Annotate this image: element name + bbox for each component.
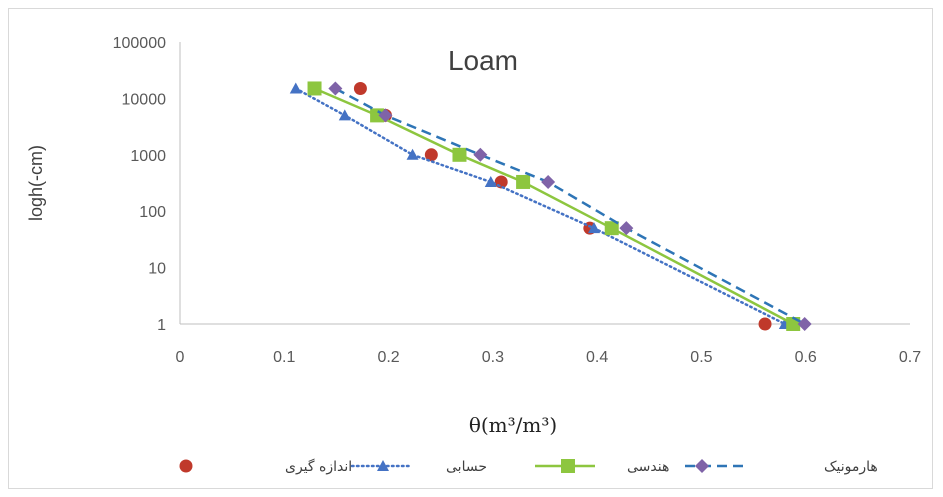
data-point [452,147,467,162]
x-tick-label: 0.7 [899,349,921,366]
series-line [294,87,787,326]
x-tick-label: 0.1 [273,349,295,366]
legend-marker [561,459,575,473]
legend-label: هندسی [627,459,669,475]
legend-marker [179,459,193,473]
legend-marker [377,460,389,471]
series-line [334,87,806,326]
data-point [328,81,343,96]
y-tick-label: 10 [148,261,166,278]
tick-labels: 0 0.1 0.2 0.3 0.4 0.5 0.6 0.7 1 10 100 1000 10000 100… [113,35,922,366]
data-point [424,148,438,162]
data-point [406,148,419,160]
data-point [353,81,367,95]
data-point [307,81,322,96]
data-point [604,221,619,236]
data-point [758,317,772,331]
data-point [541,174,556,189]
data-point [484,175,497,187]
data-point [338,109,351,121]
series-3 [328,81,812,331]
series-line [314,87,794,326]
x-tick-label: 0.6 [795,349,817,366]
y-tick-label: 100 [139,204,166,221]
y-tick-label: 1000 [130,148,166,165]
data-point [797,317,812,331]
data-point [516,174,531,189]
y-tick-label: 1 [157,317,166,334]
plot-area [289,81,812,331]
legend-label: اندازه گیری [285,458,352,475]
legend-label: حسابی [446,459,487,475]
data-point [588,222,601,234]
x-tick-label: 0.2 [377,349,399,366]
data-point [289,82,302,94]
legend-marker [695,459,709,473]
data-point [473,147,488,162]
legend-entry-1: حسابی [350,459,487,475]
data-point [619,221,634,236]
chart-border [8,8,933,489]
x-tick-label: 0.5 [690,349,712,366]
legend-entry-0: اندازه گیری [179,458,352,475]
y-tick-label: 10000 [122,91,167,108]
y-axis-label: logh(-cm) [26,145,46,221]
data-point [494,175,508,189]
y-tick-label: 100000 [113,35,166,52]
chart-title: Loam [448,45,518,76]
series-1 [289,82,791,329]
x-tick-label: 0.3 [482,349,504,366]
legend: اندازه گیری حسابی هندسی هارمونیک [179,458,878,475]
data-point [378,108,393,123]
legend-label: هارمونیک [824,459,878,475]
x-tick-label: 0 [176,349,185,366]
x-tick-label: 0.4 [586,349,608,366]
legend-entry-2: هندسی [535,459,669,475]
x-axis-label: θ(m³/m³) [469,413,557,437]
legend-entry-3: هارمونیک [685,459,878,475]
